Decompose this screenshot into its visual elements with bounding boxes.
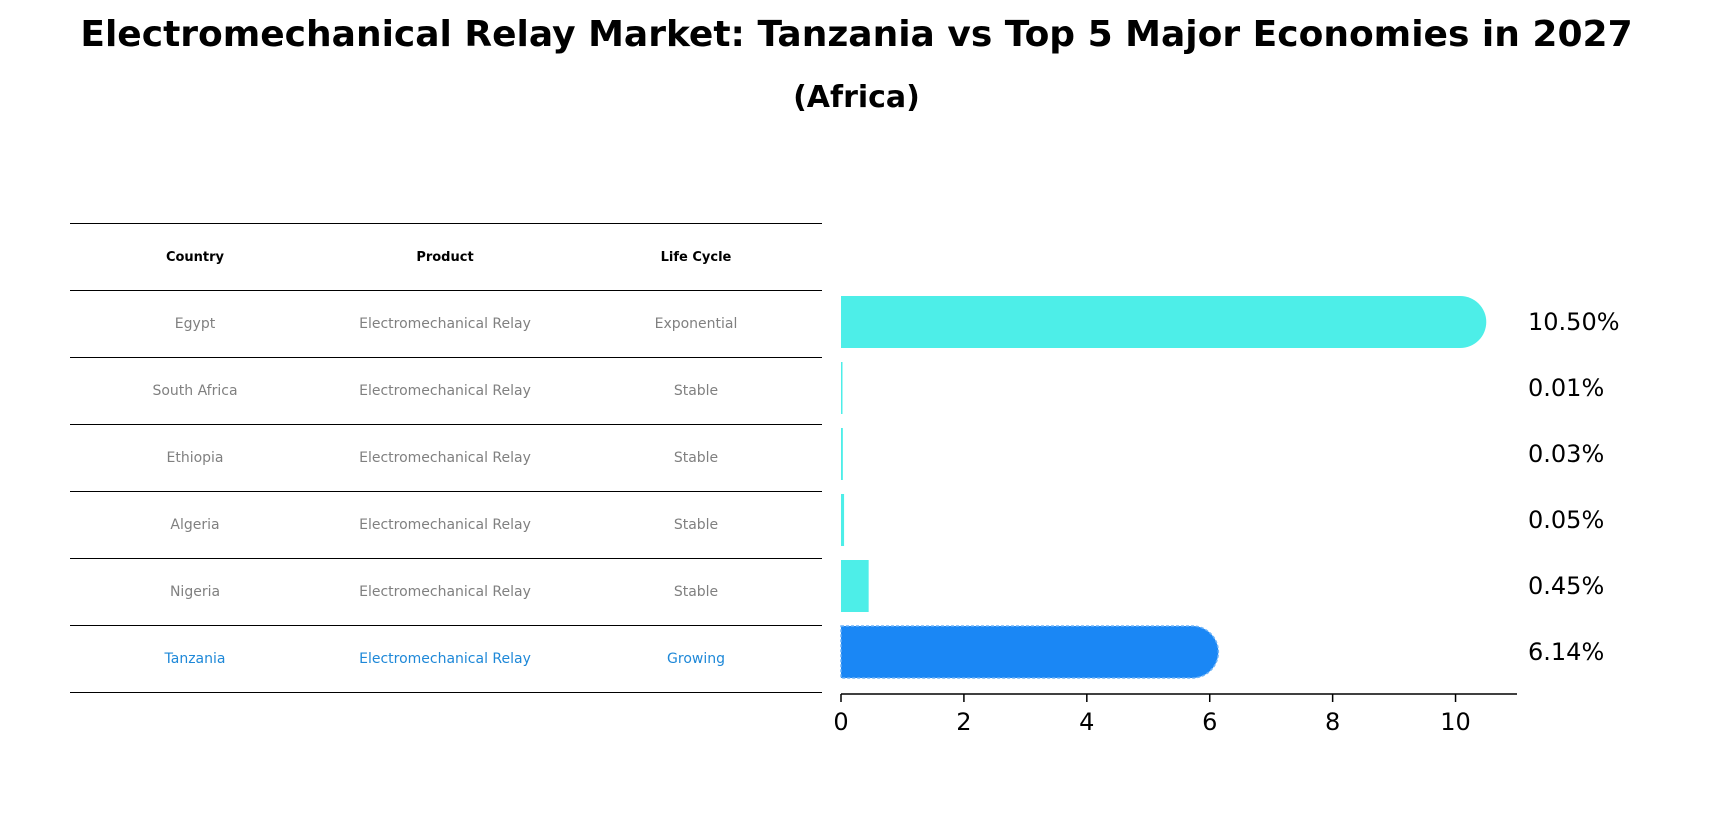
cell-life-cycle: Stable bbox=[673, 517, 719, 533]
chart-subtitle: (Africa) bbox=[793, 80, 920, 115]
table-row: Egypt Electromechanical Relay Exponentia… bbox=[70, 290, 822, 357]
x-tick-label: 8 bbox=[1325, 708, 1340, 736]
cell-country: Algeria bbox=[170, 517, 220, 533]
cell-product: Electromechanical Relay bbox=[359, 584, 531, 600]
cell-product: Electromechanical Relay bbox=[359, 383, 531, 399]
cell-life-cycle: Exponential bbox=[654, 316, 738, 332]
country-table: Country Product Life Cycle Egypt Electro… bbox=[70, 223, 822, 693]
cell-life-cycle: Stable bbox=[673, 383, 719, 399]
x-tick-label: 0 bbox=[833, 708, 848, 736]
cell-country: Tanzania bbox=[164, 651, 226, 667]
cell-country: Ethiopia bbox=[166, 450, 224, 466]
bar-value-label: 6.14% bbox=[1528, 638, 1604, 666]
cell-country: Nigeria bbox=[169, 584, 221, 600]
x-tick-label: 6 bbox=[1202, 708, 1217, 736]
bar-algeria bbox=[841, 494, 845, 546]
bar-ethiopia bbox=[841, 428, 843, 480]
bar-value-label: 0.45% bbox=[1528, 572, 1604, 600]
x-tick-label: 4 bbox=[1079, 708, 1094, 736]
cell-product: Electromechanical Relay bbox=[359, 517, 531, 533]
cell-country: South Africa bbox=[152, 383, 238, 399]
header-product: Product bbox=[416, 249, 474, 265]
chart-title: Electromechanical Relay Market: Tanzania… bbox=[80, 14, 1633, 55]
cell-life-cycle: Growing bbox=[667, 651, 725, 667]
cell-product: Electromechanical Relay bbox=[359, 651, 531, 667]
table-row: South Africa Electromechanical Relay Sta… bbox=[70, 357, 822, 424]
x-tick-label: 2 bbox=[956, 708, 971, 736]
table-row: Algeria Electromechanical Relay Stable bbox=[70, 491, 822, 558]
table-row: Nigeria Electromechanical Relay Stable bbox=[70, 558, 822, 625]
bar-south-africa bbox=[841, 362, 843, 414]
table-row-highlight: Tanzania Electromechanical Relay Growing bbox=[70, 625, 822, 693]
cell-life-cycle: Stable bbox=[673, 450, 719, 466]
table-row: Ethiopia Electromechanical Relay Stable bbox=[70, 424, 822, 491]
bar-value-label: 10.50% bbox=[1528, 308, 1620, 336]
bar-nigeria bbox=[841, 560, 869, 612]
bar-value-label: 0.01% bbox=[1528, 374, 1604, 402]
bar-egypt bbox=[841, 296, 1487, 348]
bar-value-label: 0.05% bbox=[1528, 506, 1604, 534]
table-header-row: Country Product Life Cycle bbox=[70, 223, 822, 290]
bar-tanzania bbox=[840, 625, 1220, 679]
x-tick-label: 10 bbox=[1440, 708, 1471, 736]
header-life-cycle: Life Cycle bbox=[660, 249, 732, 265]
cell-life-cycle: Stable bbox=[673, 584, 719, 600]
bar-value-label: 0.03% bbox=[1528, 440, 1604, 468]
cell-product: Electromechanical Relay bbox=[359, 450, 531, 466]
cell-product: Electromechanical Relay bbox=[359, 316, 531, 332]
header-country: Country bbox=[165, 249, 225, 265]
cell-country: Egypt bbox=[174, 316, 216, 332]
